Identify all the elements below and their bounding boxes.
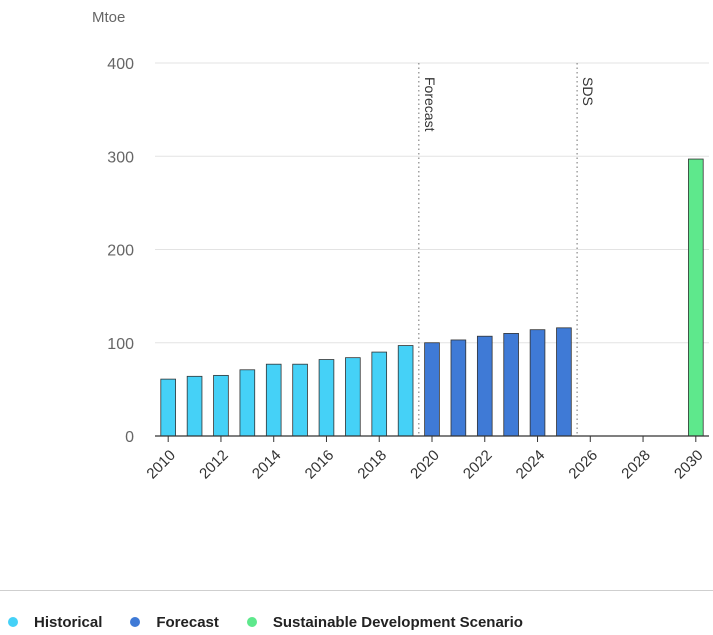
bar <box>503 333 519 437</box>
legend: Historical Forecast Sustainable Developm… <box>0 612 551 632</box>
legend-label-sds: Sustainable Development Scenario <box>272 613 523 631</box>
x-tick-label: 2026 <box>565 447 601 483</box>
legend-label-forecast: Forecast <box>156 613 219 631</box>
bar <box>292 363 308 437</box>
bar <box>397 345 414 437</box>
legend-item-historical[interactable]: Historical <box>8 614 102 631</box>
bar <box>160 378 176 437</box>
legend-dot-historical <box>8 617 18 627</box>
x-tick-label: 2030 <box>671 447 707 483</box>
annotation-label: Forecast <box>422 77 438 132</box>
x-tick-label: 2028 <box>618 447 654 483</box>
bar <box>476 335 493 437</box>
legend-label-historical: Historical <box>34 613 103 631</box>
y-tick-label: 400 <box>107 56 134 73</box>
bar <box>186 375 203 437</box>
y-axis-label: Mtoe <box>92 9 125 26</box>
legend-dot-sds <box>246 617 257 627</box>
x-tick-label: 2014 <box>249 447 285 483</box>
y-tick-label: 0 <box>125 429 134 446</box>
bar <box>450 339 467 437</box>
legend-divider <box>0 590 713 591</box>
x-tick-label: 2024 <box>513 447 549 483</box>
bar <box>529 329 546 437</box>
bar <box>424 342 440 437</box>
legend-dot-forecast <box>130 617 141 627</box>
bar <box>265 363 282 437</box>
y-tick-label: 100 <box>107 336 134 353</box>
y-tick-label: 300 <box>107 149 134 166</box>
x-tick-label: 2016 <box>302 447 338 483</box>
chart-area: 0 100 200 300 400 Mtoe Forecast SDS 2010 2012 2014… <box>92 9 709 483</box>
bar <box>213 374 229 437</box>
bar <box>318 359 335 437</box>
bar-chart: 0 100 200 300 400 Mtoe Forecast SDS 2010 2012 2014… <box>92 9 709 483</box>
x-tick-label: 2010 <box>143 447 179 483</box>
bar <box>556 327 572 437</box>
x-tick-label: 2018 <box>354 447 390 483</box>
bar <box>345 357 361 437</box>
y-tick-label: 200 <box>107 243 134 260</box>
x-tick-label: 2022 <box>460 447 496 483</box>
x-tick-label: 2012 <box>196 447 232 483</box>
bar <box>688 158 704 437</box>
legend-item-forecast[interactable]: Forecast <box>130 614 219 631</box>
legend-item-sds[interactable]: Sustainable Development Scenario <box>246 613 523 631</box>
annotation-label: SDS <box>580 77 596 106</box>
x-tick-label: 2020 <box>407 447 443 483</box>
bar <box>371 351 388 437</box>
bar <box>239 369 256 437</box>
